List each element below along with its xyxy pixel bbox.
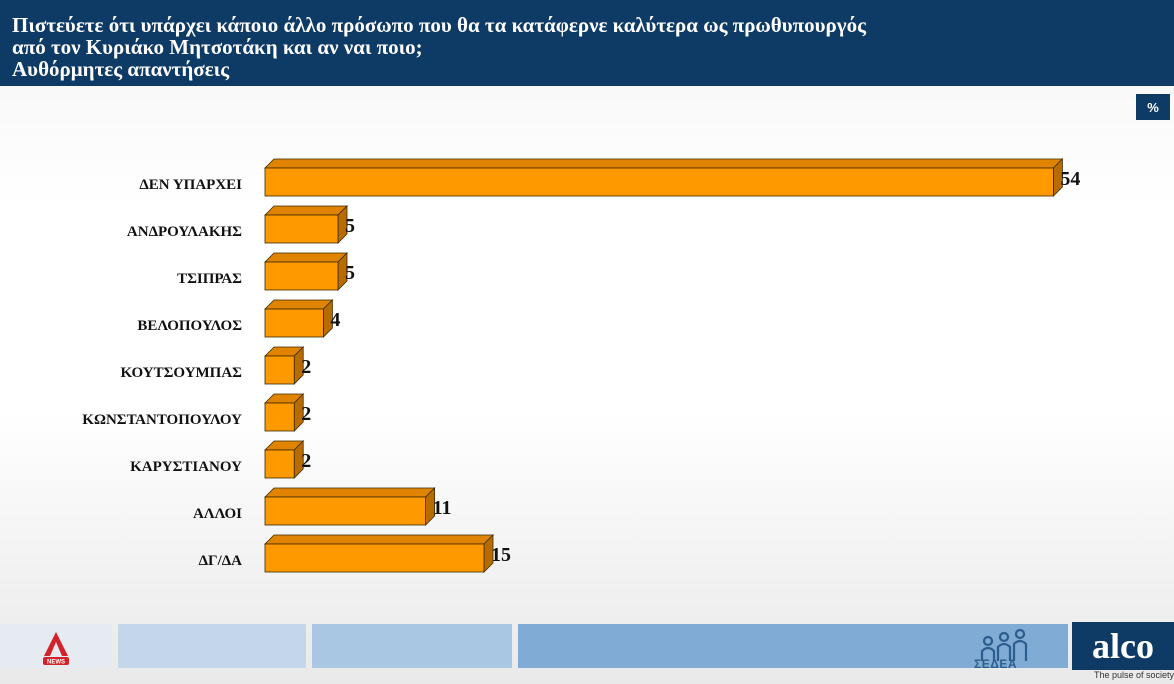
footer: NEWS ΣΕΔΕΑ alco The pulse of society <box>0 622 1174 684</box>
bar-top-face <box>264 158 1064 169</box>
category-label: ΑΛΛΟΙ <box>193 506 242 522</box>
bar-top-face <box>264 534 494 545</box>
title-banner: Πιστεύετε ότι υπάρχει κάποιο άλλο πρόσωπ… <box>0 0 1174 86</box>
bar-group: ΚΑΡΥΣΤΙΑΝΟΥ 2 <box>130 440 311 479</box>
value-label: 5 <box>345 262 355 284</box>
bar-group: ΤΣΙΠΡΑΣ 5 <box>177 252 355 291</box>
bar-top-face <box>264 252 348 263</box>
alco-logo: alco <box>1072 622 1174 670</box>
percent-unit-badge: % <box>1136 94 1170 120</box>
value-label: 4 <box>330 309 340 331</box>
value-label: 54 <box>1060 168 1080 190</box>
bar-group: ΑΛΛΟΙ 11 <box>193 487 452 526</box>
bar-group: ΚΟΥΤΣΟΥΜΠΑΣ 2 <box>120 346 311 385</box>
title-line-3: Αυθόρμητες απαντήσεις <box>12 57 230 81</box>
category-label: ΚΩΝΣΤΑΝΤΟΠΟΥΛΟΥ <box>82 412 242 428</box>
category-label: ΤΣΙΠΡΑΣ <box>177 271 242 287</box>
bar-top-face <box>264 299 334 310</box>
title-line-2: από τον Κυριάκο Μητσοτάκη και αν ναι ποι… <box>12 35 423 59</box>
category-label: ΒΕΛΟΠΟΥΛΟΣ <box>137 318 242 334</box>
bar <box>264 214 339 244</box>
sedea-label: ΣΕΔΕΑ <box>974 657 1017 671</box>
value-label: 15 <box>491 544 511 566</box>
bar <box>264 261 339 291</box>
bar-group: ΔΕΝ ΥΠΑΡΧΕΙ 54 <box>139 158 1080 197</box>
bar <box>264 402 295 432</box>
value-label: 11 <box>433 497 452 519</box>
title-line-1: Πιστεύετε ότι υπάρχει κάποιο άλλο πρόσωπ… <box>12 13 866 37</box>
footer-strip-2 <box>118 624 306 668</box>
footer-strip-1: NEWS <box>0 624 112 668</box>
bar-group: ΔΓ/ΔΑ 15 <box>199 534 511 573</box>
value-label: 2 <box>301 356 311 378</box>
category-label: ΔΕΝ ΥΠΑΡΧΕΙ <box>139 177 242 193</box>
bar <box>264 167 1054 197</box>
bar <box>264 496 427 526</box>
bar-group: ΒΕΛΟΠΟΥΛΟΣ 4 <box>137 299 340 338</box>
category-label: ΑΝΔΡΟΥΛΑΚΗΣ <box>127 224 242 240</box>
bar-top-face <box>264 487 436 498</box>
sedea-logo-icon <box>980 628 1028 661</box>
category-label: ΚΑΡΥΣΤΙΑΝΟΥ <box>130 459 242 475</box>
category-label: ΔΓ/ΔΑ <box>199 553 243 569</box>
bar <box>264 543 485 573</box>
bar-group: ΚΩΝΣΤΑΝΤΟΠΟΥΛΟΥ 2 <box>82 393 311 432</box>
bar <box>264 355 295 385</box>
footer-strip-3 <box>312 624 512 668</box>
value-label: 2 <box>301 403 311 425</box>
bar-group: ΑΝΔΡΟΥΛΑΚΗΣ 5 <box>127 205 355 244</box>
category-label: ΚΟΥΤΣΟΥΜΠΑΣ <box>120 365 242 381</box>
value-label: 5 <box>345 215 355 237</box>
value-label: 2 <box>301 450 311 472</box>
bar-top-face <box>264 205 348 216</box>
footer-strip-4 <box>518 624 1068 668</box>
bar <box>264 449 295 479</box>
alpha-news-label: NEWS <box>47 660 65 666</box>
alco-tagline: The pulse of society <box>1093 670 1174 680</box>
bar <box>264 308 324 338</box>
alpha-news-logo: NEWS <box>43 632 69 666</box>
